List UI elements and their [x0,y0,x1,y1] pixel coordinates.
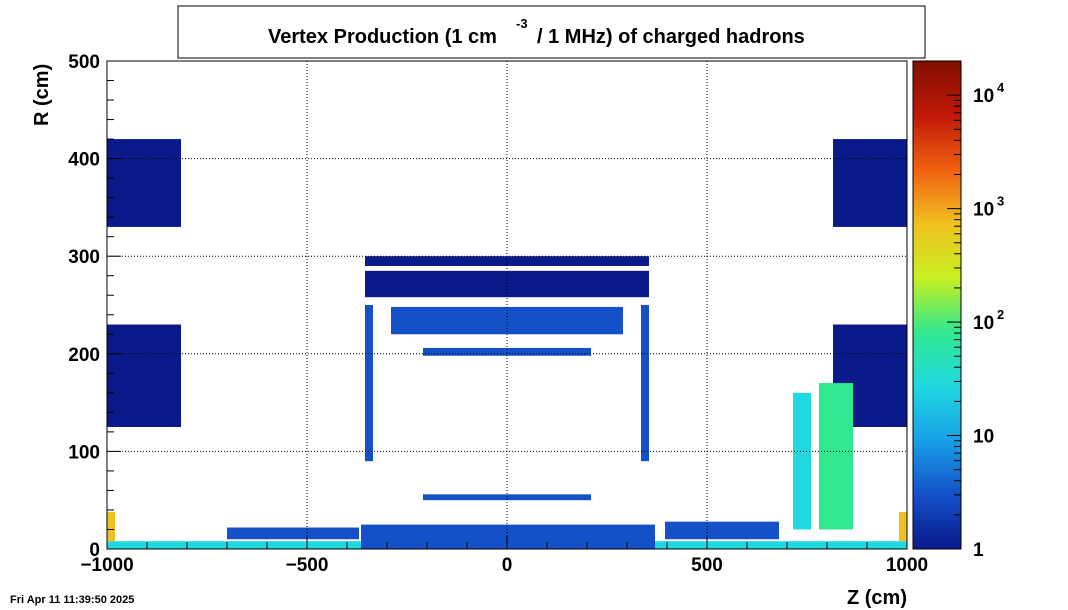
heatmap-cell [365,305,373,462]
heatmap-cell [833,139,907,227]
heatmap-cell [107,511,115,542]
x-axis-title: Z (cm) [847,587,907,609]
z-tick-label: 10 [973,427,994,448]
y-tick-label: 200 [68,345,100,366]
z-tick-label: 10 [973,86,994,107]
z-tick-label: 10 [973,313,994,334]
heatmap-cell [107,324,181,427]
timestamp: Fri Apr 11 11:39:50 2025 [10,594,134,606]
heatmap-cell [793,392,811,530]
heatmap-cell [361,524,655,549]
heatmap-cell [391,306,623,335]
color-scale-bar [912,60,962,550]
grid-lines [107,61,907,549]
z-tick-label: 1 [973,540,984,561]
heatmap-cell [227,527,359,540]
x-tick-label: 1000 [886,555,928,576]
y-tick-label: 100 [68,442,100,463]
y-axis-title: R (cm) [31,64,53,126]
heatmap-cell [107,139,181,227]
x-axis: −1000 −500 0 500 1000 [80,535,928,576]
heatmap-cell [423,494,591,501]
z-tick-exponent: 3 [997,194,1004,209]
y-tick-label: 500 [68,52,100,73]
y-tick-label: 0 [89,540,100,561]
heatmap-cell [423,347,591,356]
chart-title-main: Vertex Production (1 cm [268,26,497,48]
z-tick-exponent: 4 [997,80,1005,95]
x-tick-label: −500 [286,555,329,576]
x-tick-label: −1000 [80,555,133,576]
heatmap-cell [665,521,779,540]
heatmap-cell [365,256,649,266]
heatmap-cell [819,383,853,530]
z-tick-label: 10 [973,200,994,221]
chart-title-rest: / 1 MHz) of charged hadrons [537,26,805,48]
y-tick-label: 400 [68,150,100,171]
z-tick-exponent: 2 [997,307,1004,322]
y-axis: 0 100 200 300 400 500 [68,52,121,561]
x-tick-label: 0 [502,555,513,576]
heatmap-cell [899,511,907,542]
title-box [177,5,926,59]
heatmap-cells [107,139,907,549]
heatmap-cell [641,305,649,462]
y-tick-label: 300 [68,247,100,268]
x-tick-label: 500 [691,555,723,576]
chart-title-superscript: -3 [516,16,528,31]
